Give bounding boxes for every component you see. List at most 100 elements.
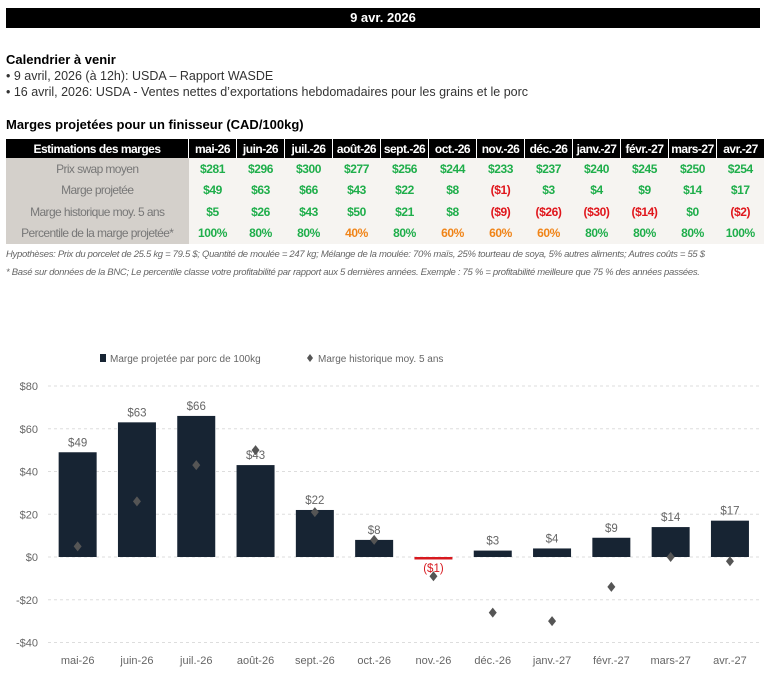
table-cell: $14: [668, 179, 717, 201]
table-cell: $277: [332, 158, 381, 180]
historical-marker: [251, 445, 260, 456]
y-tick-label: -$20: [16, 595, 38, 607]
bar: [473, 550, 512, 557]
table-header-month: sept.-26: [380, 139, 429, 158]
y-tick-label: $60: [20, 424, 38, 436]
historical-marker: [73, 541, 82, 552]
x-tick-label: mars-27: [650, 655, 690, 667]
table-cell: ($30): [572, 201, 621, 223]
row-label: Percentile de la marge projetée*: [6, 222, 189, 244]
table-header-label: Estimations des marges: [6, 139, 189, 158]
table-cell: $244: [428, 158, 477, 180]
margins-table: Estimations des marges mai-26 juin-26 juil.…: [6, 139, 764, 244]
table-header-month: nov.-26: [476, 139, 525, 158]
table-cell: $0: [668, 201, 717, 223]
table-cell: $43: [332, 179, 381, 201]
table-cell: 60%: [428, 222, 477, 244]
bar: [710, 520, 749, 557]
x-tick-label: janv.-27: [532, 655, 571, 667]
table-cell: ($1): [476, 179, 525, 201]
table-cell: $50: [332, 201, 381, 223]
table-cell: $17: [716, 179, 764, 201]
x-tick-label: juin-26: [119, 655, 153, 667]
table-cell: 60%: [524, 222, 573, 244]
bar: [295, 509, 334, 557]
table-header-month: avr.-27: [716, 139, 764, 158]
bar-value-label: $9: [605, 523, 618, 535]
x-tick-label: mai-26: [61, 655, 95, 667]
bar-value-label: ($1): [423, 563, 444, 575]
historical-marker: [429, 571, 438, 582]
table-row: Percentile de la marge projetée* 100% 80% 8…: [6, 222, 764, 244]
notes: Hypothèses: Prix du porcelet de 25.5 kg …: [6, 249, 762, 285]
table-cell: 80%: [572, 222, 621, 244]
table-cell: 80%: [236, 222, 285, 244]
historical-marker: [132, 496, 141, 507]
legend-bar-swatch: [100, 354, 106, 362]
x-tick-label: déc.-26: [474, 655, 511, 667]
table-cell: $26: [236, 201, 285, 223]
y-tick-label: $40: [20, 467, 38, 479]
x-tick-label: oct.-26: [357, 655, 391, 667]
table-header-month: oct.-26: [428, 139, 477, 158]
row-label: Marge historique moy. 5 ans: [6, 201, 189, 223]
table-row: Marge historique moy. 5 ans $5 $26 $43 $50 $2…: [6, 201, 764, 223]
legend-bar-label: Marge projetée par porc de 100kg: [110, 354, 261, 365]
table-header-month: août-26: [332, 139, 381, 158]
table-cell: $237: [524, 158, 573, 180]
table-header-month: mars-27: [668, 139, 717, 158]
table-cell: $43: [284, 201, 333, 223]
table-cell: $49: [188, 179, 237, 201]
table-cell: $4: [572, 179, 621, 201]
bar: [533, 548, 572, 557]
table-cell: 80%: [284, 222, 333, 244]
table-header-month: janv.-27: [572, 139, 621, 158]
table-header-month: déc.-26: [524, 139, 573, 158]
historical-marker: [725, 556, 734, 567]
bar: [58, 452, 97, 557]
bar-value-label: $3: [486, 536, 499, 548]
bar-value-label: $63: [127, 407, 146, 419]
y-tick-label: $0: [26, 552, 38, 564]
calendar-item: • 9 avril, 2026 (à 12h): USDA – Rapport …: [6, 69, 274, 83]
historical-marker: [310, 507, 319, 518]
historical-marker: [370, 534, 379, 545]
y-tick-label: $80: [20, 381, 38, 393]
bar: [414, 557, 453, 560]
bar: [355, 539, 394, 557]
bar: [177, 415, 216, 557]
x-tick-label: nov.-26: [416, 655, 452, 667]
table-cell: $296: [236, 158, 285, 180]
table-cell: 100%: [716, 222, 764, 244]
date-banner: 9 avr. 2026: [6, 8, 760, 28]
x-tick-label: août-26: [237, 655, 274, 667]
table-row: Prix swap moyen $281 $296 $300 $277 $256 $244 $…: [6, 158, 764, 180]
margins-title: Marges projetées pour un finisseur (CAD/…: [6, 117, 304, 132]
table-cell: 80%: [620, 222, 669, 244]
table-cell: $5: [188, 201, 237, 223]
calendar-item: • 16 avril, 2026: USDA - Ventes nettes d…: [6, 85, 529, 99]
table-cell: 80%: [380, 222, 429, 244]
table-cell: 60%: [476, 222, 525, 244]
table-cell: $63: [236, 179, 285, 201]
bar-value-label: $49: [68, 437, 87, 449]
bar-value-label: $14: [661, 512, 681, 524]
table-cell: $22: [380, 179, 429, 201]
x-tick-label: févr.-27: [593, 655, 630, 667]
table-cell: $9: [620, 179, 669, 201]
row-label: Marge projetée: [6, 179, 189, 201]
table-cell: $66: [284, 179, 333, 201]
table-cell: $281: [188, 158, 237, 180]
table-cell: ($26): [524, 201, 573, 223]
table-cell: ($14): [620, 201, 669, 223]
table-cell: 80%: [668, 222, 717, 244]
historical-marker: [607, 581, 616, 592]
table-cell: ($9): [476, 201, 525, 223]
historical-marker: [192, 460, 201, 471]
bar: [592, 537, 631, 557]
table-header-month: mai-26: [188, 139, 237, 158]
calendar-title: Calendrier à venir: [6, 52, 116, 67]
legend-diamond-icon: [307, 354, 313, 362]
bar: [236, 465, 275, 557]
table-cell: $3: [524, 179, 573, 201]
